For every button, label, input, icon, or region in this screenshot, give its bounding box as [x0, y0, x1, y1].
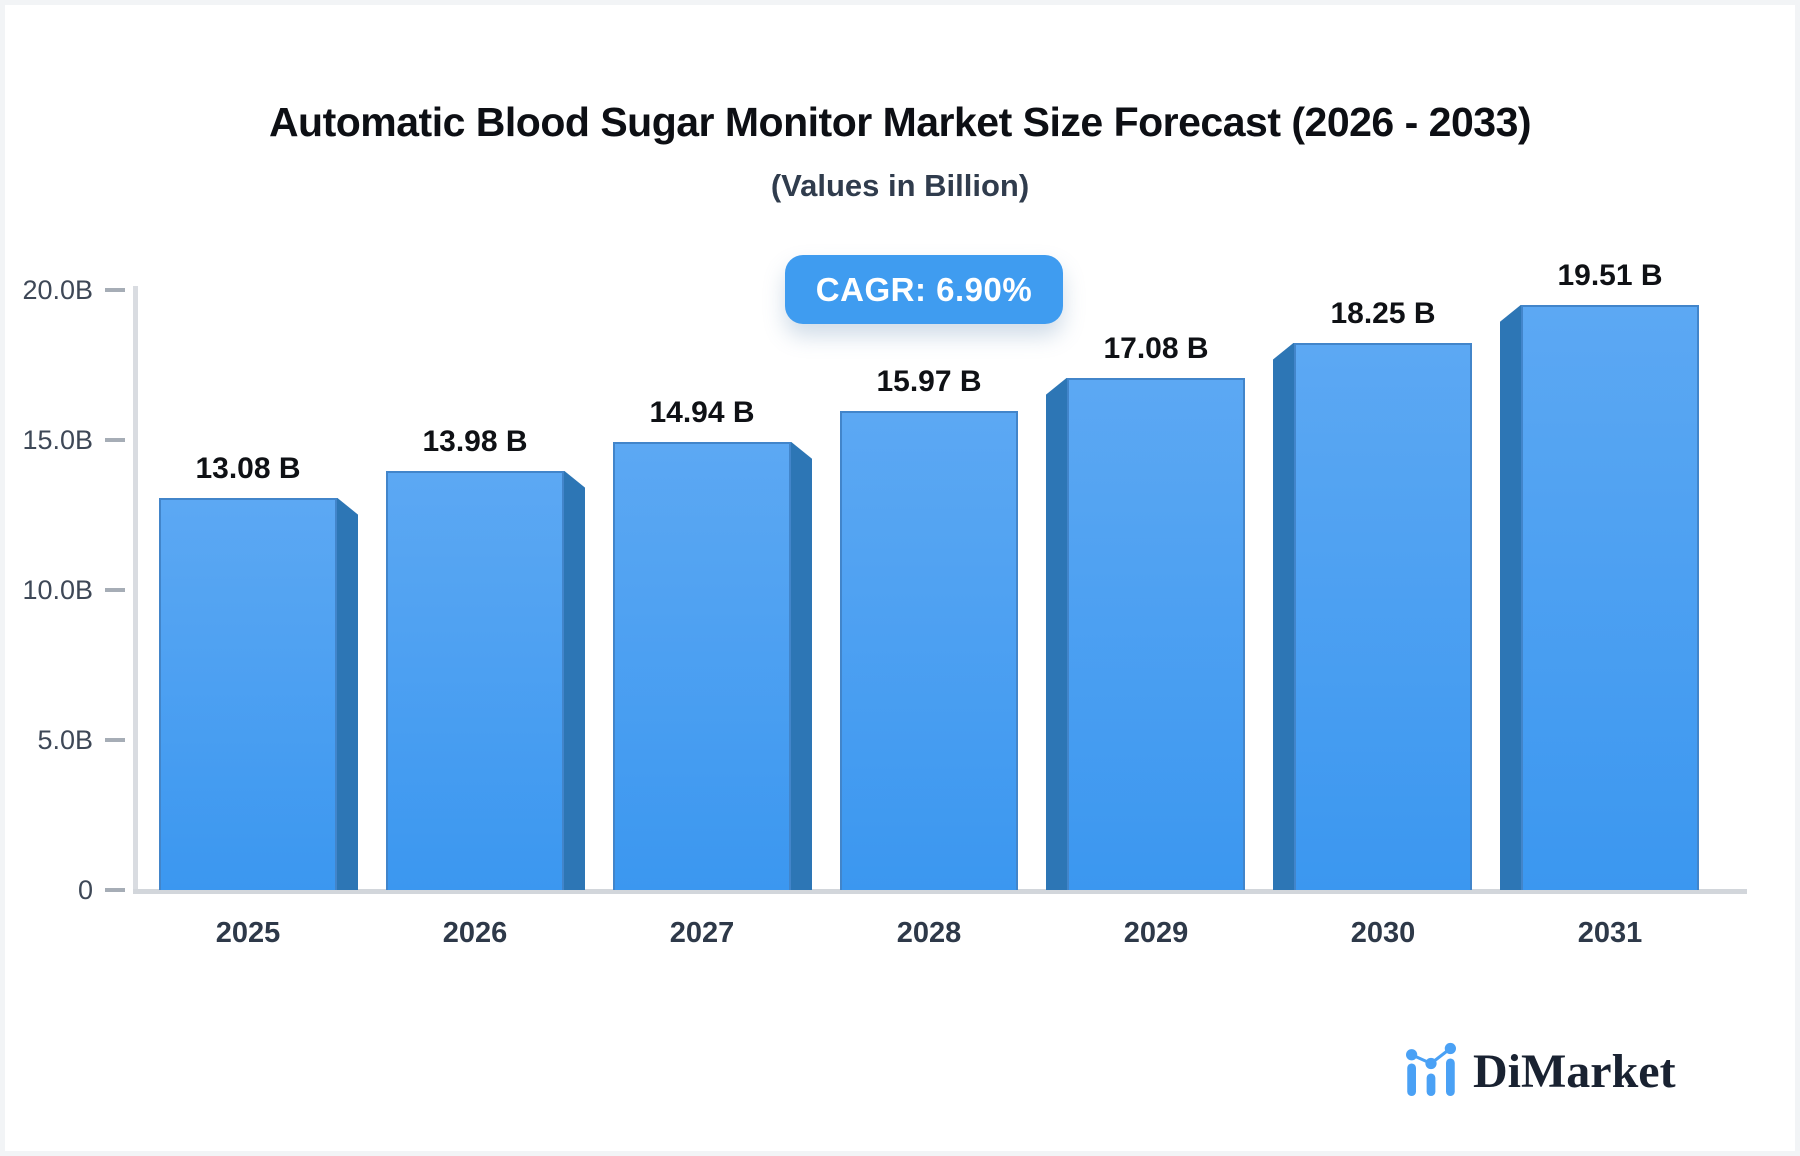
cagr-badge-label: CAGR: 6.90% [815, 270, 1033, 308]
bar-side-face [1500, 304, 1521, 890]
y-tick-dash [105, 888, 125, 892]
cagr-badge: CAGR: 6.90% [785, 255, 1063, 324]
chart-title: Automatic Blood Sugar Monitor Market Siz… [268, 99, 1532, 145]
bar-side-face [564, 470, 585, 890]
y-tick-label: 15.0B [22, 425, 93, 455]
y-tick-dash [105, 288, 125, 292]
x-tick-label: 2025 [215, 917, 281, 949]
bar [1521, 304, 1699, 890]
y-tick-label: 20.0B [22, 275, 93, 305]
bar [159, 497, 337, 890]
x-tick-label: 2029 [1123, 917, 1189, 949]
bar [386, 470, 564, 890]
bar-value-label: 14.94 B [649, 395, 755, 429]
bar [1067, 377, 1245, 890]
x-axis-line [133, 889, 1747, 894]
bar [840, 410, 1018, 890]
bar-side-face [1273, 342, 1294, 890]
x-tick-label: 2030 [1350, 917, 1416, 949]
brand-logo: DiMarket [1403, 1041, 1676, 1101]
y-tick-label: 10.0B [22, 575, 93, 605]
bar [613, 441, 791, 890]
y-tick-label: 0 [77, 875, 93, 905]
x-tick-label: 2031 [1577, 917, 1643, 949]
x-tick-label: 2027 [669, 917, 735, 949]
x-tick-label: 2026 [442, 917, 508, 949]
bar-value-label: 15.97 B [876, 364, 982, 398]
bar-value-label: 13.98 B [422, 424, 528, 458]
chart-subtitle: (Values in Billion) [770, 168, 1030, 203]
y-tick-label: 5.0B [37, 725, 93, 755]
logo-text: DiMarket [1473, 1044, 1676, 1098]
y-tick-dash [105, 438, 125, 442]
bar-side-face [791, 441, 812, 890]
y-tick-dash [105, 738, 125, 742]
y-axis-line [133, 286, 138, 890]
bar-value-label: 17.08 B [1103, 331, 1209, 365]
bar-side-face [337, 497, 358, 890]
logo-bars-icon [1403, 1041, 1459, 1101]
bar-value-label: 13.08 B [195, 451, 301, 485]
x-tick-label: 2028 [896, 917, 962, 949]
bar-value-label: 18.25 B [1330, 296, 1436, 330]
bar-side-face [1046, 377, 1067, 890]
bar-value-label: 19.51 B [1557, 258, 1663, 292]
chart-card: Automatic Blood Sugar Monitor Market Siz… [5, 5, 1795, 1151]
y-tick-dash [105, 588, 125, 592]
bar [1294, 342, 1472, 890]
bar-chart-plot-area: 20.0B 15.0B 10.0B 5.0B 0 13.08 B 2025 13.98 B 20… [5, 5, 1795, 1151]
